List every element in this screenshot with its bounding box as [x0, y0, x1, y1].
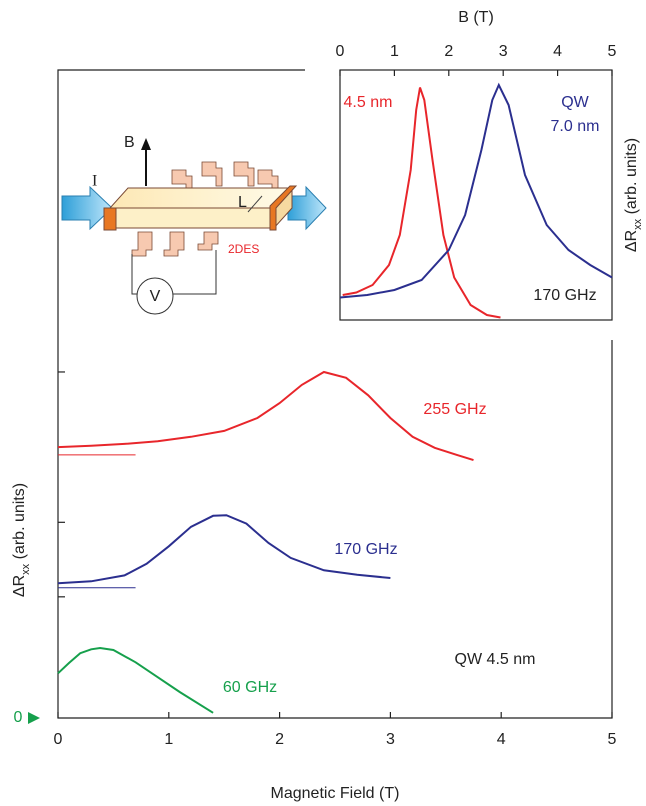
current-label: I — [92, 173, 97, 190]
x-tick-label: 4 — [553, 43, 562, 60]
device-schematic: I B L 2DES V — [61, 134, 327, 315]
x-tick-label: 2 — [275, 731, 284, 748]
x-tick-label: 0 — [336, 43, 345, 60]
y-tick-marker — [28, 712, 40, 724]
x-tick-label: 5 — [608, 43, 617, 60]
voltmeter-label: V — [150, 288, 161, 305]
y-axis-label: ΔRxx (arb. units) — [623, 138, 644, 252]
y-tick-label: 0 — [14, 709, 23, 726]
x-tick-label: 3 — [499, 43, 508, 60]
data-line — [57, 646, 214, 714]
data-line — [342, 87, 501, 319]
y-axis-label-sub: xx — [20, 563, 32, 575]
field-label: B — [124, 134, 135, 151]
y-axis-label-main: ΔR — [11, 575, 28, 597]
data-line — [57, 370, 474, 462]
series-label: QW — [561, 94, 589, 111]
series-label: 60 GHz — [223, 679, 277, 696]
x-tick-label: 1 — [390, 43, 399, 60]
y-axis-label-rest: (arb. units) — [11, 483, 28, 564]
annotation: QW 4.5 nm — [455, 651, 536, 668]
length-label: L — [238, 194, 247, 211]
annotation: 170 GHz — [533, 287, 596, 304]
data-line — [339, 82, 613, 299]
main-frame — [57, 69, 613, 719]
x-tick-label: 0 — [54, 731, 63, 748]
layer-label: 2DES — [228, 242, 259, 256]
x-tick-label: 1 — [164, 731, 173, 748]
series-label: 7.0 nm — [551, 118, 600, 135]
data-line — [57, 514, 391, 585]
series-label: 170 GHz — [334, 541, 397, 558]
x-axis-label: B (T) — [458, 9, 494, 26]
y-axis-label-main: ΔR — [623, 230, 640, 252]
y-axis-label-sub: xx — [632, 218, 644, 230]
y-axis-label-rest: (arb. units) — [623, 138, 640, 219]
inset-frame — [339, 69, 613, 321]
series-label: 255 GHz — [423, 401, 486, 418]
x-tick-label: 5 — [608, 731, 617, 748]
x-tick-label: 4 — [497, 731, 506, 748]
series-label: 4.5 nm — [344, 94, 393, 111]
x-tick-label: 3 — [386, 731, 395, 748]
x-axis-label: Magnetic Field (T) — [271, 785, 400, 802]
y-axis-label: ΔRxx (arb. units) — [11, 483, 32, 597]
x-tick-label: 2 — [444, 43, 453, 60]
